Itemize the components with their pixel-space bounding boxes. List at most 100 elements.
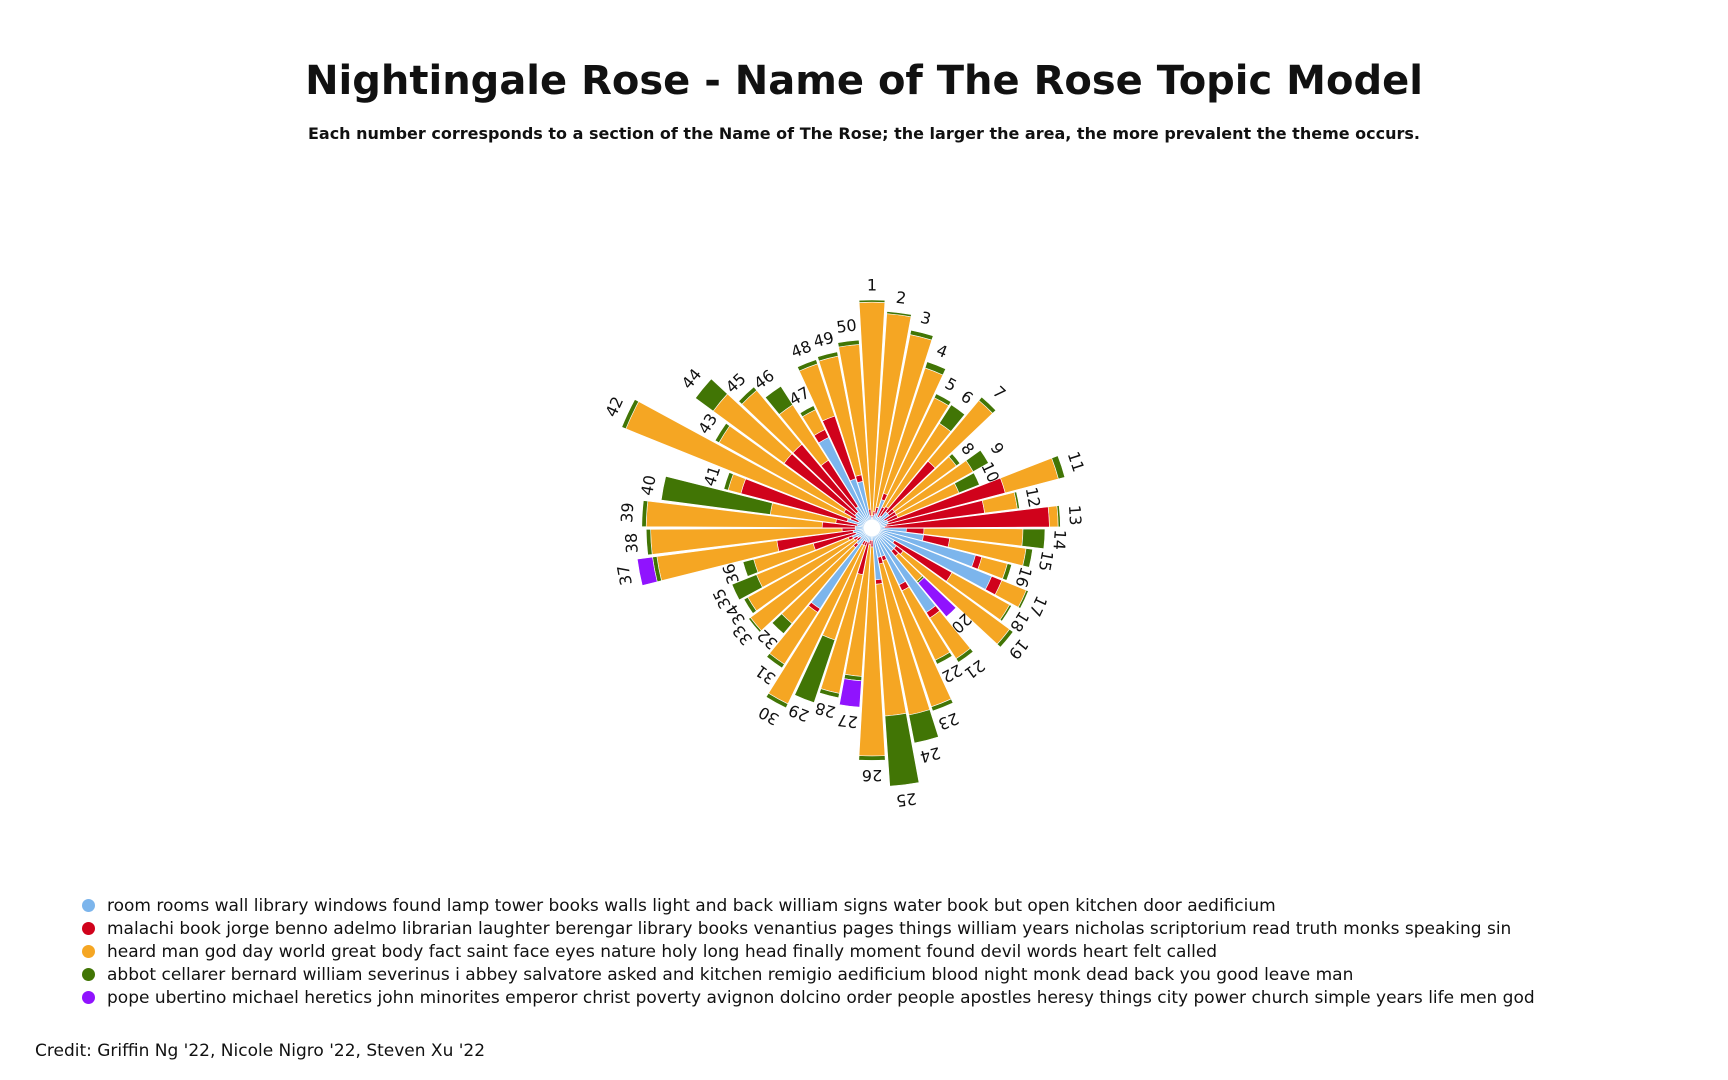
category-label: 26 xyxy=(862,766,882,785)
rose-segment-46-series-4[interactable] xyxy=(764,385,794,415)
legend-label: room rooms wall library windows found la… xyxy=(107,895,1276,916)
category-label: 49 xyxy=(811,328,835,351)
category-label: 38 xyxy=(622,532,642,554)
category-label: 39 xyxy=(617,502,637,524)
rose-segment-11-series-4[interactable] xyxy=(1051,455,1066,480)
rose-segment-1-series-4[interactable] xyxy=(858,299,886,303)
rose-segment-35-series-4[interactable] xyxy=(731,574,763,601)
rose-segment-24-series-4[interactable] xyxy=(908,709,939,744)
chart-title: Nightingale Rose - Name of The Rose Topi… xyxy=(305,58,1423,104)
category-label: 28 xyxy=(813,698,837,721)
rose-segment-49-series-4[interactable] xyxy=(817,351,839,362)
legend-item[interactable]: pope ubertino michael heretics john mino… xyxy=(82,986,1535,1009)
category-label: 23 xyxy=(936,709,962,734)
legend-swatch xyxy=(82,945,95,958)
legend-label: pope ubertino michael heretics john mino… xyxy=(107,987,1535,1008)
rose-segment-38-series-4[interactable] xyxy=(645,529,653,556)
legend: room rooms wall library windows found la… xyxy=(82,894,1535,1009)
rose-segment-23-series-4[interactable] xyxy=(930,698,954,712)
category-label: 15 xyxy=(1035,549,1057,573)
category-label: 11 xyxy=(1064,449,1088,474)
legend-label: heard man god day world great body fact … xyxy=(107,941,1218,962)
rose-segment-44-series-4[interactable] xyxy=(695,378,728,412)
rose-segment-28-series-4[interactable] xyxy=(819,688,840,699)
rose-segment-13-series-4[interactable] xyxy=(1056,505,1061,528)
rose-segment-37-series-5[interactable] xyxy=(636,556,658,586)
category-label: 2 xyxy=(895,288,907,308)
legend-item[interactable]: heard man god day world great body fact … xyxy=(82,940,1535,963)
rose-segment-22-series-4[interactable] xyxy=(934,651,953,665)
rose-segment-36-series-4[interactable] xyxy=(742,558,759,577)
category-label: 30 xyxy=(755,703,782,729)
category-label: 27 xyxy=(836,710,859,731)
rose-segment-27-series-5[interactable] xyxy=(839,678,862,708)
rose-segment-32-series-4[interactable] xyxy=(771,613,793,635)
rose-segment-4-series-4[interactable] xyxy=(924,361,947,376)
chart-subtitle: Each number corresponds to a section of … xyxy=(307,124,1421,143)
rose-segment-31-series-4[interactable] xyxy=(766,653,785,669)
category-label: 1 xyxy=(867,276,877,295)
rose-segment-13-series-3[interactable] xyxy=(1047,505,1059,528)
rose-segment-29-series-4[interactable] xyxy=(794,634,836,704)
category-label: 48 xyxy=(788,337,814,362)
legend-label: abbot cellarer bernard william severinus… xyxy=(107,964,1354,985)
rose-segment-14-series-4[interactable] xyxy=(1021,528,1046,549)
rose-segment-18-series-4[interactable] xyxy=(999,604,1012,622)
category-label: 21 xyxy=(961,656,989,683)
rose-segment-13-series-1[interactable] xyxy=(879,526,885,529)
rose-segment-7-series-4[interactable] xyxy=(978,396,997,414)
rose-segment-19-series-4[interactable] xyxy=(996,628,1014,648)
category-label: 25 xyxy=(895,789,918,810)
category-label: 50 xyxy=(835,316,858,337)
rose-segment-9-series-4[interactable] xyxy=(965,449,989,473)
category-label: 24 xyxy=(918,743,942,766)
legend-swatch xyxy=(82,968,95,981)
rose-segment-15-series-4[interactable] xyxy=(1022,548,1033,568)
rose-segment-39-series-4[interactable] xyxy=(641,500,649,527)
legend-item[interactable]: abbot cellarer bernard william severinus… xyxy=(82,963,1535,986)
rose-segment-33-series-4[interactable] xyxy=(748,617,762,633)
category-label: 5 xyxy=(942,374,960,396)
category-label: 42 xyxy=(601,393,627,420)
rose-segment-2-series-4[interactable] xyxy=(886,311,912,318)
rose-segment-10-series-4[interactable] xyxy=(954,472,980,494)
rose-segment-8-series-4[interactable] xyxy=(948,453,961,467)
rose-segment-50-series-4[interactable] xyxy=(837,339,860,348)
rose-segment-16-series-4[interactable] xyxy=(1002,563,1013,581)
rose-segment-40-series-4[interactable] xyxy=(660,475,773,515)
legend-swatch xyxy=(82,899,95,912)
legend-item[interactable]: malachi book jorge benno adelmo libraria… xyxy=(82,917,1535,940)
rose-segment-45-series-4[interactable] xyxy=(738,386,758,405)
rose-segment-6-series-4[interactable] xyxy=(938,404,966,432)
rose-segment-12-series-4[interactable] xyxy=(1013,491,1020,510)
category-label: 12 xyxy=(1022,486,1044,510)
rose-segment-48-series-4[interactable] xyxy=(797,359,818,372)
category-label: 19 xyxy=(1005,635,1033,663)
category-label: 40 xyxy=(637,474,659,498)
rose-segment-26-series-4[interactable] xyxy=(858,755,886,761)
rose-segment-25-series-4[interactable] xyxy=(884,712,920,787)
rose-center-hub xyxy=(864,520,880,536)
rose-segment-17-series-4[interactable] xyxy=(1017,589,1029,609)
category-label: 4 xyxy=(934,340,950,361)
rose-segment-47-series-4[interactable] xyxy=(799,405,816,418)
category-label: 6 xyxy=(957,387,976,408)
rose-segment-34-series-4[interactable] xyxy=(743,596,757,614)
rose-segment-30-series-4[interactable] xyxy=(765,692,789,709)
category-label: 13 xyxy=(1065,504,1085,526)
category-label: 14 xyxy=(1050,529,1070,551)
legend-item[interactable]: room rooms wall library windows found la… xyxy=(82,894,1535,917)
rose-segment-21-series-4[interactable] xyxy=(955,647,974,663)
legend-swatch xyxy=(82,922,95,935)
category-label: 44 xyxy=(678,365,706,393)
rose-segment-42-series-4[interactable] xyxy=(621,399,640,430)
rose-segment-43-series-4[interactable] xyxy=(714,422,731,444)
category-label: 29 xyxy=(786,700,812,725)
rose-segment-5-series-4[interactable] xyxy=(933,393,952,407)
category-label: 37 xyxy=(613,563,635,587)
rose-segment-20-series-5[interactable] xyxy=(917,577,957,618)
rose-segment-41-series-4[interactable] xyxy=(723,472,734,491)
rose-segment-3-series-4[interactable] xyxy=(909,329,934,341)
category-label: 7 xyxy=(989,382,1009,403)
